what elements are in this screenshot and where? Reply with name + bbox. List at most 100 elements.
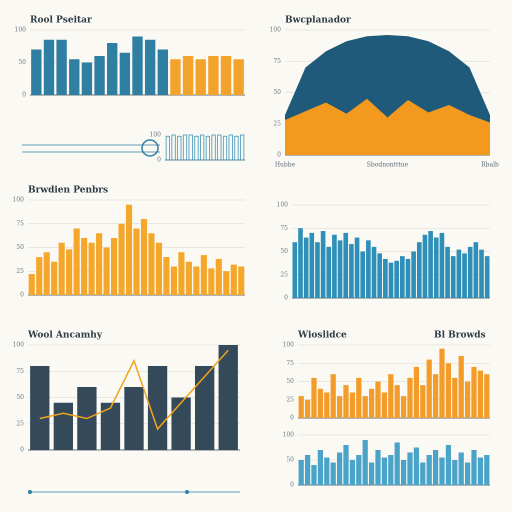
bar — [118, 223, 125, 295]
bar — [394, 385, 400, 418]
bar — [407, 452, 413, 485]
bar — [218, 345, 238, 450]
bar — [195, 366, 215, 450]
bar — [208, 56, 219, 95]
bar — [349, 244, 354, 298]
bar — [411, 251, 416, 298]
y-tick-label: 75 — [280, 225, 288, 232]
bar — [349, 460, 356, 485]
y-tick-label: 50 — [286, 378, 294, 385]
bar — [464, 381, 471, 418]
bar — [426, 359, 432, 418]
chart-title: Wioslidce — [297, 331, 347, 341]
bar — [228, 134, 233, 161]
bar — [217, 134, 222, 161]
bar — [381, 392, 388, 418]
bar — [195, 59, 206, 95]
bar — [304, 455, 311, 485]
bar — [298, 228, 303, 298]
bar — [30, 366, 50, 450]
bar — [193, 266, 200, 295]
bar — [304, 399, 311, 418]
bar — [234, 135, 239, 161]
y-tick-label: 100 — [283, 342, 295, 349]
bar — [407, 377, 413, 418]
bar — [467, 246, 473, 298]
bar — [484, 455, 490, 485]
bar — [471, 366, 477, 418]
bar — [100, 402, 121, 450]
bar — [119, 52, 131, 95]
bar — [388, 374, 394, 418]
bar — [394, 260, 399, 298]
bar — [147, 366, 168, 450]
y-tick-label: 0 — [284, 295, 288, 302]
bar — [171, 397, 191, 450]
bar — [439, 457, 445, 485]
bar — [53, 402, 73, 450]
y-tick-label: 0 — [290, 415, 294, 422]
y-tick-label: 25 — [286, 396, 294, 403]
bar — [343, 232, 349, 298]
bar — [56, 39, 67, 95]
bar — [330, 374, 336, 418]
bar — [420, 462, 426, 485]
y-tick-label: 50 — [16, 394, 24, 401]
bar — [356, 377, 362, 418]
bar — [292, 242, 298, 298]
bar — [88, 242, 95, 295]
bar — [471, 450, 477, 485]
bar — [388, 262, 394, 298]
bar — [73, 228, 80, 295]
bar — [144, 39, 156, 95]
bar — [165, 135, 170, 161]
bar — [432, 374, 439, 418]
bar — [336, 452, 343, 485]
bar — [383, 258, 388, 298]
bar — [400, 460, 407, 485]
y-tick-label: 100 — [277, 202, 289, 209]
bar — [320, 231, 326, 298]
bar — [211, 134, 216, 161]
y-tick-label: 50 — [273, 89, 281, 96]
bar — [479, 249, 484, 298]
bar — [238, 266, 245, 295]
bar — [311, 465, 317, 485]
bar — [343, 445, 349, 485]
chart-title: Wool Ancamhy — [27, 331, 103, 341]
bar — [182, 56, 194, 95]
y-tick-label: 0 — [157, 157, 161, 164]
bar — [298, 396, 304, 418]
bar — [399, 256, 405, 298]
bar — [317, 388, 324, 418]
bar — [337, 240, 343, 298]
bar — [200, 134, 205, 161]
bar — [303, 237, 309, 298]
y-tick-label: 50 — [16, 244, 24, 251]
line-series — [39, 349, 229, 431]
bar — [432, 450, 439, 485]
y-tick-label: 0 — [20, 447, 24, 454]
bar — [416, 242, 422, 298]
y-tick-label: 25 — [273, 120, 281, 127]
bar — [362, 396, 368, 418]
bar — [368, 462, 375, 485]
bar — [439, 232, 445, 298]
bar — [222, 135, 228, 161]
bar — [194, 135, 199, 161]
bar — [428, 231, 433, 298]
bar — [107, 43, 118, 95]
bar — [163, 257, 170, 295]
bar — [233, 59, 244, 95]
area — [285, 98, 490, 155]
bar — [445, 363, 452, 418]
bar — [439, 348, 445, 418]
bar — [420, 385, 426, 418]
bar — [317, 450, 324, 485]
bar — [330, 462, 336, 485]
bar — [132, 36, 143, 95]
y-tick-label: 0 — [277, 152, 281, 159]
bar — [205, 135, 210, 161]
bar — [124, 387, 144, 450]
